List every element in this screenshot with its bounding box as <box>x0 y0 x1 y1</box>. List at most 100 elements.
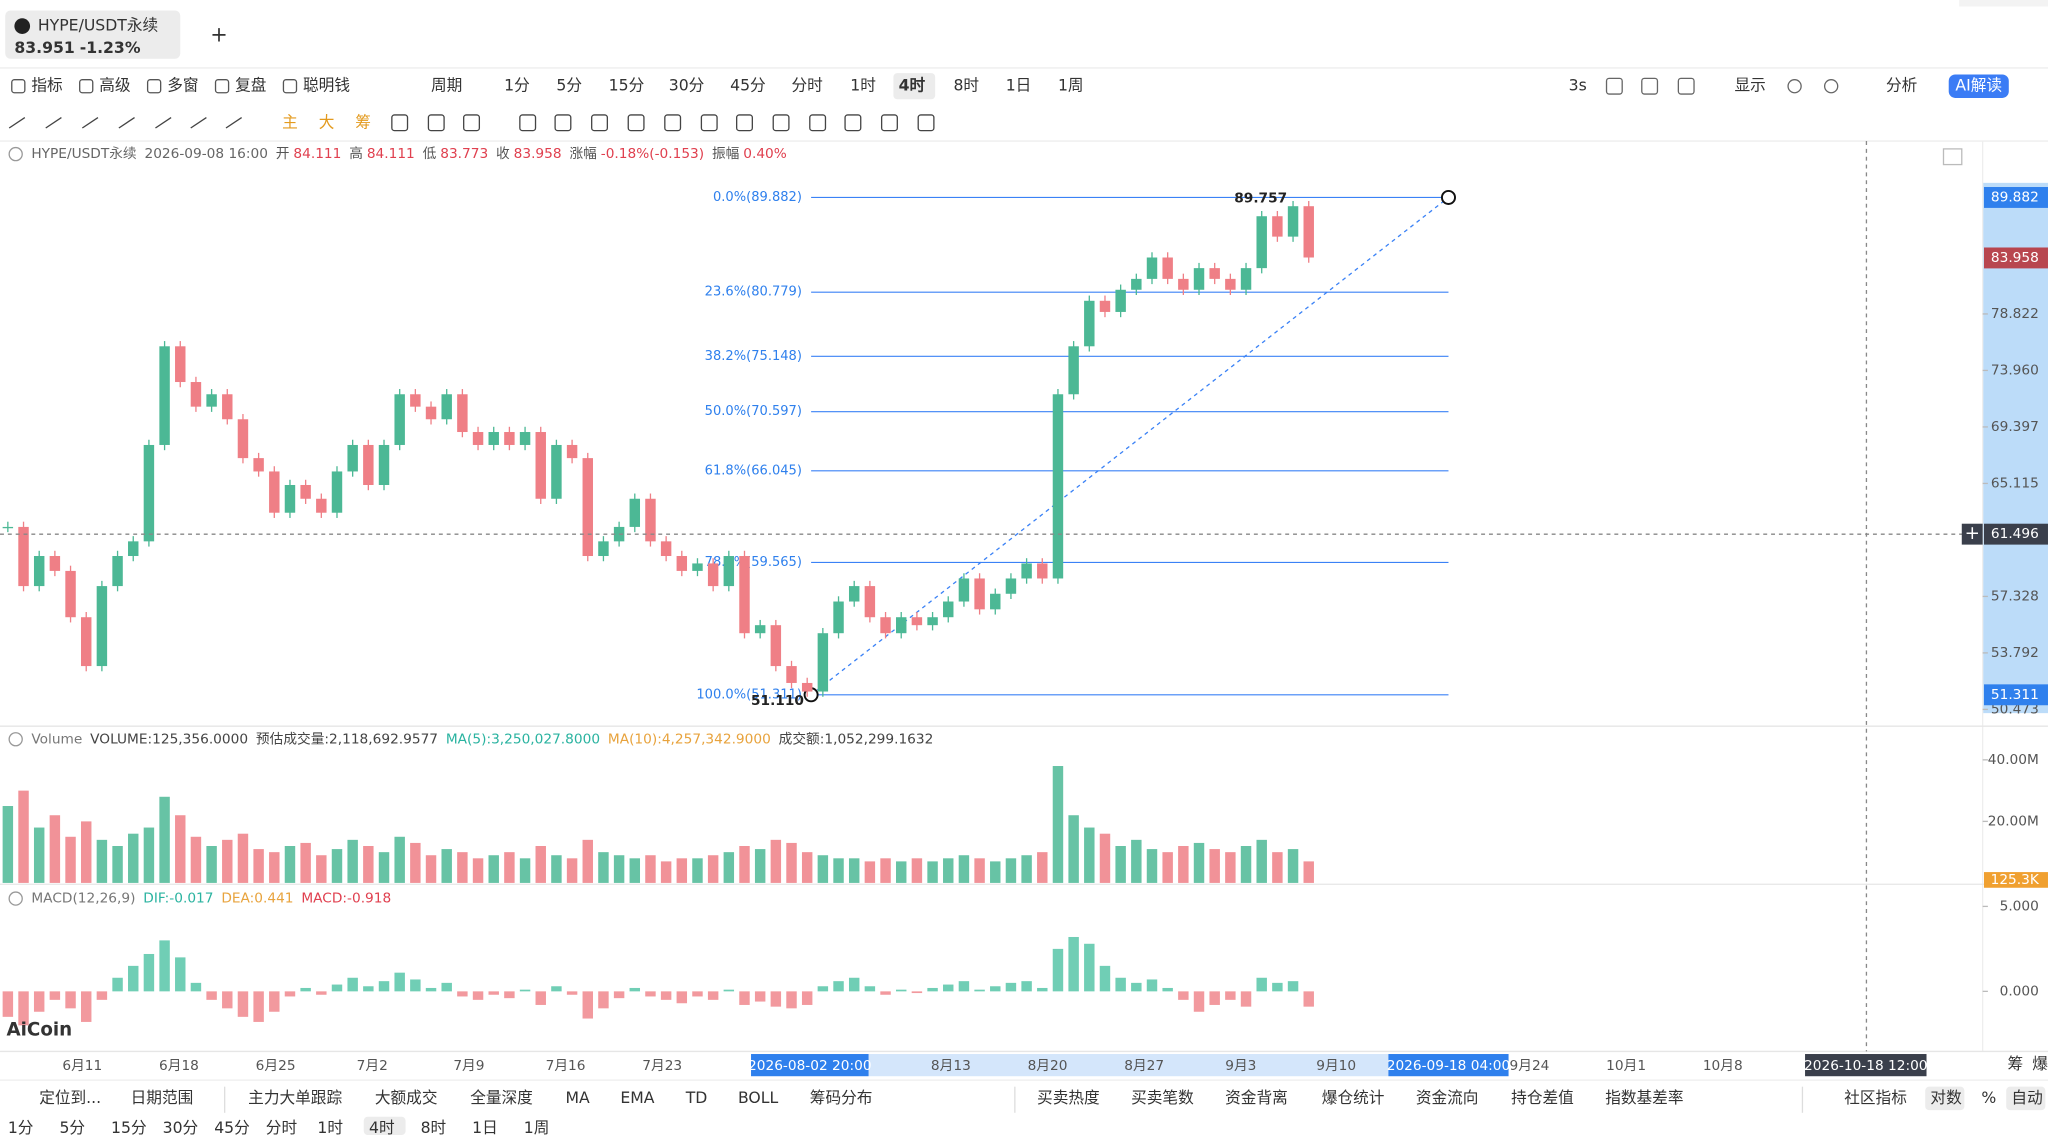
draw-tool[interactable] <box>809 114 827 132</box>
bottom-button[interactable]: 筹码分布 <box>810 1088 873 1107</box>
draw-tool-label[interactable]: 主 <box>282 112 298 131</box>
interval-button[interactable]: 15分 <box>111 1118 147 1135</box>
interval-button[interactable]: 1时 <box>850 76 876 95</box>
toolbar-button[interactable]: 高级 <box>99 76 131 95</box>
bottom-button[interactable]: 资金流向 <box>1416 1088 1479 1107</box>
bottom-button[interactable]: 买卖热度 <box>1037 1088 1100 1107</box>
bottom-button[interactable]: 社区指标 <box>1844 1088 1907 1107</box>
draw-tool[interactable] <box>225 117 243 129</box>
add-tab[interactable]: + <box>210 22 228 46</box>
draw-tool[interactable] <box>627 114 645 132</box>
bottom-button[interactable]: 对数 <box>1930 1088 1962 1107</box>
interval-button[interactable]: 4时 <box>369 1118 395 1135</box>
toolbar-icon[interactable] <box>1677 77 1695 95</box>
interval-button[interactable]: 30分 <box>163 1118 199 1135</box>
draw-tool[interactable] <box>917 114 935 132</box>
volume-bar <box>1193 842 1205 883</box>
draw-tool[interactable] <box>427 114 445 132</box>
interval-button[interactable]: 分时 <box>792 76 824 95</box>
toolbar-icon[interactable] <box>1641 77 1659 95</box>
draw-tool[interactable] <box>591 114 609 132</box>
close-icon[interactable] <box>14 18 31 34</box>
fib-anchor[interactable] <box>1440 189 1456 205</box>
draw-tool[interactable] <box>664 114 682 132</box>
draw-tool[interactable] <box>554 114 572 132</box>
bottom-button[interactable]: 大额成交 <box>375 1088 438 1107</box>
draw-tool[interactable] <box>190 117 207 129</box>
bottom-button[interactable]: 持仓差值 <box>1511 1088 1574 1107</box>
interval-button[interactable]: 45分 <box>214 1118 250 1135</box>
tab[interactable] <box>5 10 181 59</box>
draw-tool[interactable] <box>700 114 718 132</box>
ai-button[interactable]: AI解读 <box>1955 76 2002 95</box>
interval-button[interactable]: 1分 <box>504 76 530 95</box>
interval-button[interactable]: 1周 <box>524 1118 550 1135</box>
interval-button[interactable]: 8时 <box>953 76 979 95</box>
draw-tool-label[interactable]: 大 <box>319 112 335 131</box>
ai-button-bg[interactable] <box>1948 74 2009 98</box>
bottom-button[interactable]: TD <box>685 1088 708 1107</box>
bottom-button[interactable]: 爆仓统计 <box>1322 1088 1385 1107</box>
collapse-icon[interactable] <box>8 732 23 747</box>
interval-button[interactable]: 15分 <box>609 76 645 95</box>
bottom-button[interactable]: 自动 <box>2011 1088 2042 1107</box>
interval-button[interactable]: 45分 <box>730 76 766 95</box>
interval-button[interactable]: 分时 <box>266 1118 298 1135</box>
display-button[interactable]: 显示 <box>1735 76 1766 95</box>
candle <box>112 556 123 587</box>
expand-icon[interactable] <box>1942 148 1963 166</box>
interval-button[interactable]: 1分 <box>8 1118 34 1135</box>
toolbar-button[interactable]: 多窗 <box>167 76 198 95</box>
bottom-button[interactable]: EMA <box>620 1088 654 1107</box>
toggle-bg[interactable] <box>1925 1086 1965 1111</box>
interval-button[interactable]: 30分 <box>669 76 705 95</box>
interval-button[interactable]: 1日 <box>1006 76 1032 95</box>
interval-button[interactable]: 4时 <box>899 76 926 95</box>
side-label[interactable]: 爆 <box>2032 1054 2048 1073</box>
bottom-button[interactable]: 指数基差率 <box>1605 1088 1683 1107</box>
macd-bar <box>1115 977 1126 992</box>
interval-button[interactable]: 8时 <box>421 1118 447 1135</box>
refresh-rate[interactable]: 3s <box>1569 76 1587 95</box>
draw-tool[interactable] <box>391 114 409 132</box>
draw-tool[interactable] <box>155 117 172 129</box>
draw-tool[interactable] <box>880 114 898 132</box>
bottom-button[interactable]: % <box>1981 1088 1996 1107</box>
period-menu[interactable]: 周期 <box>431 76 462 95</box>
crosshair-plus[interactable] <box>1961 523 1983 545</box>
interval-button[interactable]: 1日 <box>472 1118 498 1135</box>
draw-tool[interactable] <box>772 114 790 132</box>
interval-button[interactable]: 1周 <box>1058 76 1084 95</box>
side-label[interactable]: 筹 <box>2007 1054 2023 1073</box>
collapse-icon[interactable] <box>8 891 23 906</box>
draw-tool[interactable] <box>81 117 99 129</box>
toolbar-icon[interactable] <box>1823 79 1839 94</box>
toolbar-icon[interactable] <box>1787 79 1802 94</box>
bottom-button[interactable]: 定位到... <box>39 1088 101 1107</box>
draw-tool-label[interactable]: 筹 <box>355 112 371 131</box>
toolbar-button[interactable]: 指标 <box>31 76 62 95</box>
draw-tool[interactable] <box>844 114 862 132</box>
bottom-button[interactable]: 全量深度 <box>470 1088 533 1107</box>
draw-tool[interactable] <box>736 114 753 132</box>
draw-tool[interactable] <box>463 114 481 132</box>
bottom-button[interactable]: 资金背离 <box>1225 1088 1288 1107</box>
draw-tool[interactable] <box>45 117 62 129</box>
bottom-button[interactable]: 日期范围 <box>131 1088 194 1107</box>
bottom-button[interactable]: 主力大单跟踪 <box>248 1088 342 1107</box>
interval-button[interactable]: 5分 <box>59 1118 85 1135</box>
bottom-button[interactable]: MA <box>566 1088 591 1107</box>
draw-tool[interactable] <box>8 117 26 129</box>
bottom-button[interactable]: BOLL <box>738 1088 779 1107</box>
toggle-bg[interactable] <box>2006 1086 2046 1111</box>
draw-tool[interactable] <box>519 114 537 132</box>
bottom-button[interactable]: 买卖笔数 <box>1131 1088 1194 1107</box>
toolbar-button[interactable]: 复盘 <box>235 76 266 95</box>
interval-button[interactable]: 1时 <box>317 1118 343 1135</box>
toolbar-button[interactable]: 聪明钱 <box>303 76 350 95</box>
draw-tool[interactable] <box>118 117 135 129</box>
interval-button[interactable]: 5分 <box>556 76 582 95</box>
analysis-button[interactable]: 分析 <box>1886 76 1917 95</box>
collapse-icon[interactable] <box>8 146 23 162</box>
toolbar-icon[interactable] <box>1605 77 1623 95</box>
